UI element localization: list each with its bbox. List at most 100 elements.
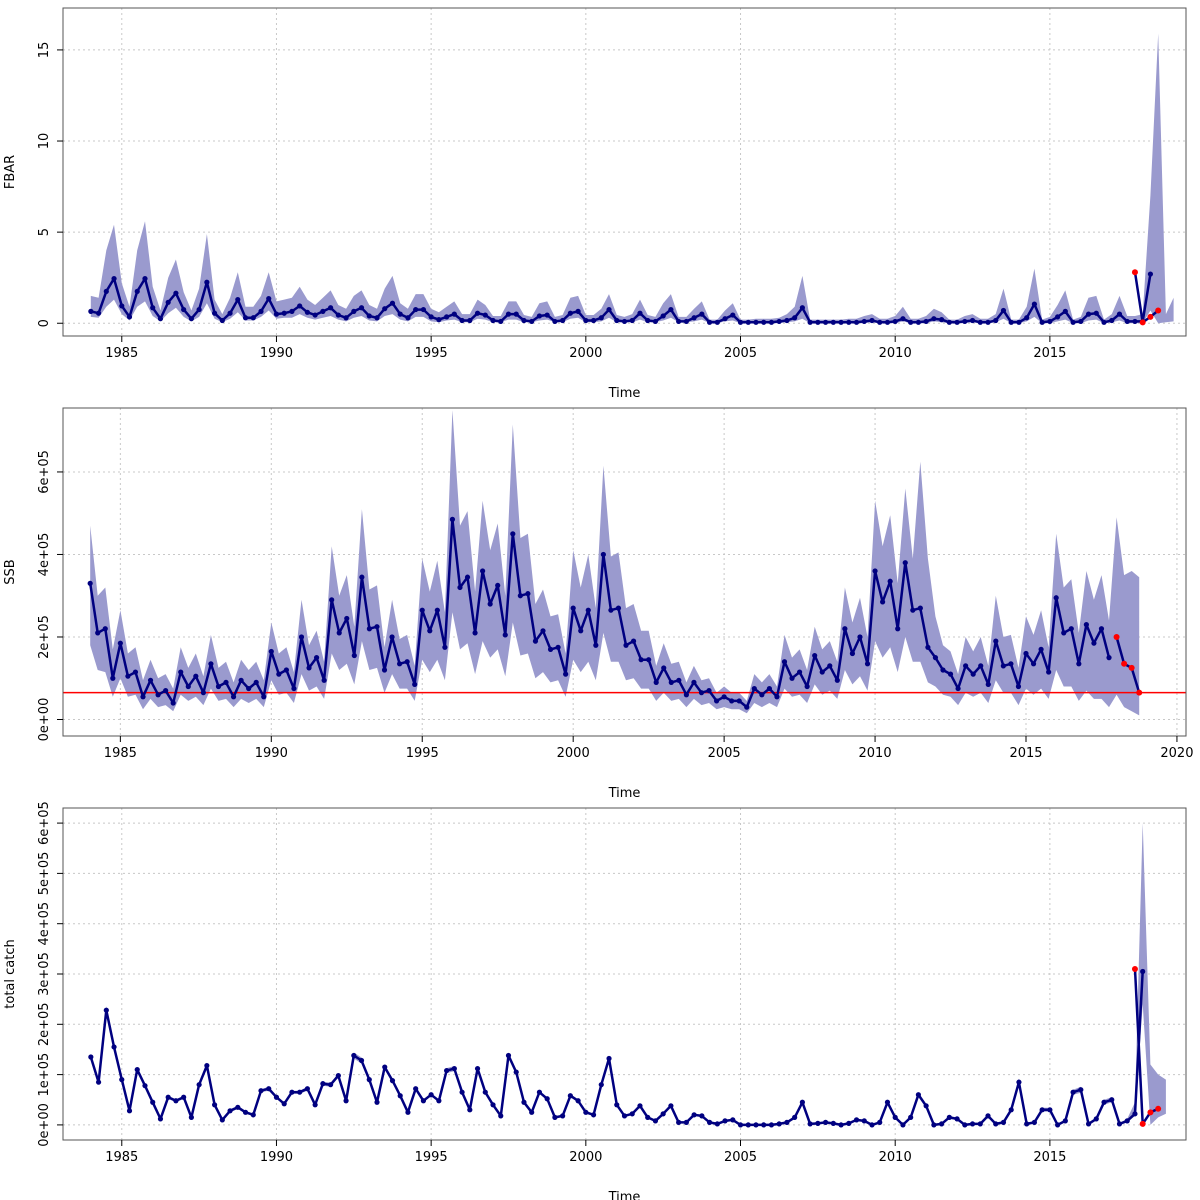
data-point: [1000, 663, 1006, 669]
data-point: [1039, 319, 1045, 325]
data-point: [276, 671, 282, 677]
data-point: [784, 1119, 790, 1125]
data-point: [389, 300, 396, 306]
data-point: [736, 698, 742, 704]
data-point: [544, 1096, 550, 1102]
data-point: [917, 605, 923, 611]
data-point: [397, 311, 403, 317]
y-tick-label: 1e+05: [37, 1053, 52, 1097]
highlight-point: [1113, 633, 1120, 640]
data-point: [140, 694, 146, 700]
data-point: [1061, 630, 1067, 636]
data-point: [993, 638, 999, 644]
data-point: [1124, 1118, 1130, 1124]
data-point: [789, 675, 795, 681]
data-point: [902, 560, 908, 566]
data-point: [807, 319, 813, 325]
data-point: [745, 319, 751, 325]
x-tick-label: 2010: [859, 746, 892, 761]
data-point: [560, 317, 566, 324]
data-point: [374, 1099, 380, 1105]
data-point: [637, 1103, 643, 1109]
data-point: [126, 314, 133, 320]
y-tick-label: 4e+05: [37, 533, 52, 577]
y-tick-label: 6e+05: [37, 801, 52, 845]
data-point: [1030, 661, 1037, 667]
data-point: [358, 305, 365, 311]
y-tick-label: 10: [37, 133, 52, 150]
data-point: [1068, 626, 1074, 632]
data-point: [799, 1099, 805, 1105]
x-tick-label: 1985: [104, 746, 137, 761]
data-point: [134, 288, 140, 294]
chart-panel-3: 1985 1990 1995 2000 2005 2010 2015 0e+00 1e+05 2e…: [3, 801, 1187, 1200]
data-point: [908, 1114, 914, 1120]
data-point: [544, 312, 550, 318]
data-point: [730, 1117, 736, 1123]
data-point: [291, 685, 297, 692]
data-point: [1083, 622, 1089, 628]
data-point: [869, 1122, 875, 1128]
data-point: [872, 568, 878, 574]
x-tick-label: 1985: [105, 1150, 138, 1165]
data-point: [306, 665, 312, 671]
data-point: [273, 1094, 280, 1100]
data-point: [645, 317, 651, 324]
data-point: [298, 634, 305, 640]
data-point: [382, 1064, 388, 1070]
data-point: [173, 290, 179, 296]
data-point: [1016, 319, 1022, 325]
data-point: [1101, 319, 1107, 325]
data-point: [834, 677, 840, 683]
data-point: [1106, 655, 1112, 661]
data-point: [258, 308, 264, 314]
data-point: [351, 1052, 357, 1059]
data-point: [900, 316, 906, 322]
data-point: [683, 318, 689, 325]
x-tick-label: 2015: [1033, 1150, 1066, 1165]
data-point: [1116, 311, 1123, 317]
data-point: [774, 694, 780, 700]
data-point: [181, 1094, 187, 1100]
data-point: [768, 319, 775, 325]
data-point: [552, 318, 558, 325]
data-point: [614, 1102, 620, 1108]
data-point: [155, 692, 161, 698]
data-point: [578, 628, 584, 634]
data-point: [419, 607, 425, 613]
y-axis-title: total catch: [3, 939, 18, 1008]
data-point: [606, 306, 612, 313]
data-point: [366, 626, 373, 632]
data-point: [351, 652, 357, 659]
y-axis-title: SSB: [3, 559, 18, 584]
data-point: [776, 318, 782, 325]
data-point: [132, 669, 139, 675]
data-point: [223, 679, 229, 685]
data-point: [698, 690, 705, 696]
data-point: [807, 1121, 813, 1127]
data-point: [819, 669, 825, 675]
y-tick-label: 5: [37, 228, 52, 236]
data-point: [434, 607, 440, 613]
data-point: [691, 1112, 697, 1118]
data-point: [328, 1082, 334, 1088]
data-point: [117, 640, 123, 646]
data-point: [1038, 646, 1044, 652]
data-point: [165, 1094, 171, 1100]
data-point: [208, 661, 214, 667]
highlight-series-line: [1133, 272, 1159, 324]
data-point: [529, 1109, 535, 1115]
data-point: [737, 1122, 744, 1128]
data-point: [95, 1079, 102, 1085]
data-point: [258, 1088, 264, 1094]
data-point: [242, 1109, 249, 1115]
data-point: [1000, 307, 1007, 314]
data-point: [706, 1119, 713, 1125]
data-point: [668, 679, 674, 685]
data-point: [304, 1086, 310, 1092]
data-point: [444, 1067, 450, 1074]
data-point: [931, 1122, 937, 1128]
plot-frame: [62, 407, 1187, 737]
data-point: [751, 685, 757, 692]
